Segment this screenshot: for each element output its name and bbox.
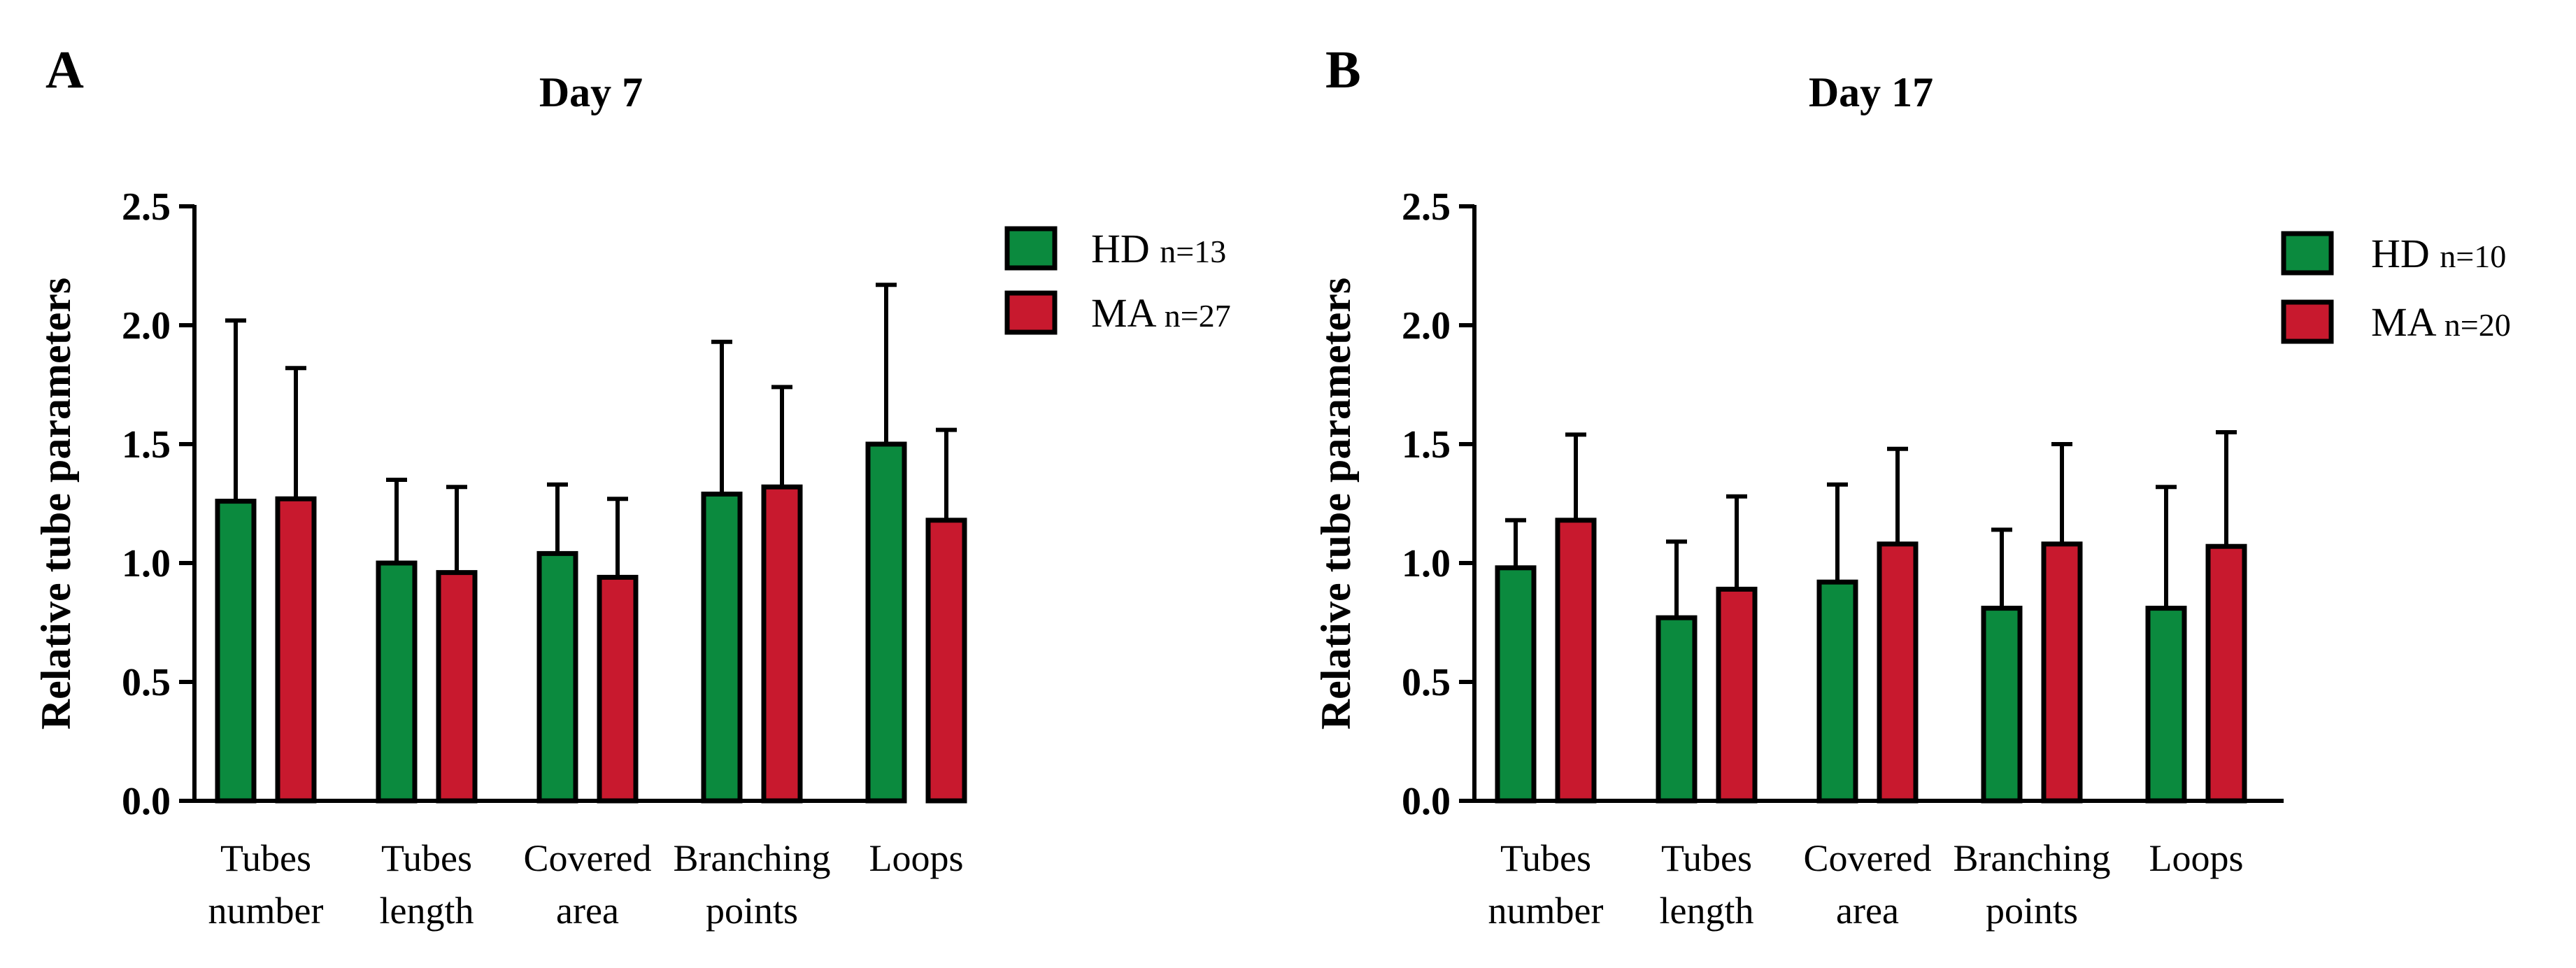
bar-hd [1816,579,1858,804]
bar-ma [2205,543,2247,804]
bar-hd [701,491,743,804]
y-tick-label: 0.5 [122,661,171,704]
legend-label-hd: HD n=10 [2371,231,2506,276]
bar-hd [1495,565,1537,804]
bar-hd [865,441,907,804]
legend-swatch-hd [2281,231,2334,276]
bar-hd [215,499,257,804]
panel-a: A Day 7 Relative tube parameters 0.0 0.5 1.0 1… [33,41,1231,932]
panel-letter: A [45,41,84,99]
bar-hd [2145,606,2187,804]
y-tick-label: 0.0 [122,780,171,823]
bar-ma [1877,541,1919,804]
bar-ma [597,574,639,804]
y-tick-label: 0.0 [1402,780,1451,823]
bar-ma [761,484,803,804]
y-tick-label: 1.5 [1402,423,1451,467]
y-tick-label: 2.0 [1402,304,1451,348]
y-tick-label: 2.5 [122,185,171,229]
legend-swatch-hd [1004,226,1058,271]
legend-swatch-ma [1004,290,1058,335]
legend-label-ma: MA n=27 [1091,290,1231,336]
y-tick-label: 1.0 [122,542,171,585]
x-category-label: Branching points [1954,837,2111,932]
x-category-label: Covered area [1804,837,1932,932]
bar-ma [2041,541,2083,804]
x-category-label: Tubes length [380,837,474,932]
x-category-label: Covered area [524,837,652,932]
bar-ma [1555,518,1597,804]
y-tick-label: 1.0 [1402,542,1451,585]
x-category-label: Tubes length [1660,837,1754,932]
bar-hd [1981,606,2023,804]
legend-swatch-ma [2281,299,2334,344]
chart-title: Day 7 [539,69,643,115]
y-axis-label: Relative tube parameters [1313,278,1359,729]
bar-ma [275,496,317,804]
x-category-label: Tubes number [1488,837,1604,932]
y-tick-label: 1.5 [122,423,171,467]
legend-label-ma: MA n=20 [2371,299,2511,345]
bar-ma [436,570,478,804]
y-tick-label: 2.5 [1402,185,1451,229]
bar-ma [925,518,967,804]
bar-hd [376,560,418,804]
x-category-label: Loops [869,837,964,879]
chart-title: Day 17 [1809,69,1933,115]
panel-letter: B [1325,41,1361,99]
panel-b: B Day 17 Relative tube parameters 0.0 0.5 1.0… [1313,41,2511,932]
x-category-label: Tubes number [208,837,324,932]
legend-label-hd: HD n=13 [1091,226,1226,271]
y-tick-label: 0.5 [1402,661,1451,704]
bar-hd [536,550,578,804]
y-tick-label: 2.0 [122,304,171,348]
bar-ma [1716,586,1758,804]
x-category-label: Branching points [674,837,831,932]
bar-hd [1656,615,1698,804]
y-axis-label: Relative tube parameters [33,278,79,729]
x-category-label: Loops [2149,837,2244,879]
